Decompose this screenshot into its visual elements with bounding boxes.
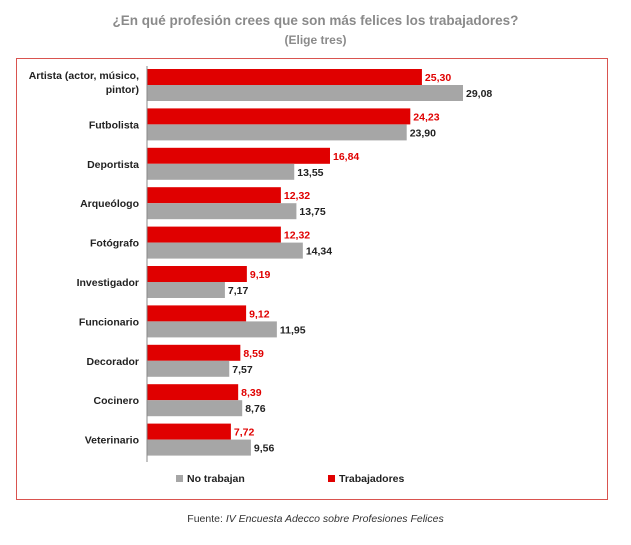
category-label: Fotógrafo [90,238,139,250]
bar-trabajadores [147,423,231,440]
value-label-no-trabajan: 8,76 [245,403,266,415]
category-label: Cocinero [93,395,139,407]
bar-no-trabajan [147,163,295,180]
bar-no-trabajan [147,282,225,298]
category-label: Futbolista [89,119,139,131]
bar-trabajadores [147,226,281,243]
category-label: Arqueólogo [80,198,139,210]
chart-frame [16,58,608,500]
value-label-no-trabajan: 13,75 [299,206,325,218]
value-label-no-trabajan: 7,57 [232,364,253,376]
category-label: Funcionario [79,316,139,328]
category-label: Artista (actor, músico, [29,70,139,82]
legend-swatch-no-trabajan [176,475,183,482]
value-label-trabajadores: 9,19 [250,269,271,281]
bar-no-trabajan [147,124,407,141]
bar-no-trabajan [147,242,303,259]
bar-no-trabajan [147,400,243,417]
value-label-trabajadores: 12,32 [284,190,310,202]
bar-no-trabajan [147,85,464,101]
value-label-trabajadores: 7,72 [234,427,255,439]
value-label-trabajadores: 25,30 [425,72,451,84]
chart-source: Fuente: IV Encuesta Adecco sobre Profesi… [0,513,631,525]
legend-label-trabajadores: Trabajadores [339,473,405,485]
value-label-trabajadores: 12,32 [284,230,310,242]
bar-trabajadores [147,147,330,164]
bar-no-trabajan [147,321,277,338]
bar-no-trabajan [147,439,251,456]
bar-trabajadores [147,187,281,204]
value-label-trabajadores: 16,84 [333,151,359,163]
category-label: Investigador [77,277,139,289]
category-label: Deportista [87,159,139,171]
bar-trabajadores [147,108,411,125]
value-label-trabajadores: 8,39 [241,387,262,399]
bar-trabajadores [147,305,247,322]
bar-no-trabajan [147,203,297,220]
value-label-trabajadores: 8,59 [243,348,264,360]
value-label-trabajadores: 9,12 [249,308,270,320]
value-label-no-trabajan: 9,56 [254,443,275,455]
value-label-no-trabajan: 14,34 [306,246,332,258]
category-label: pintor) [106,84,139,96]
bar-trabajadores [147,344,241,361]
category-label: Veterinario [85,435,139,447]
category-label: Decorador [86,356,139,368]
source-prefix: Fuente: [187,513,226,525]
source-text: IV Encuesta Adecco sobre Profesiones Fel… [225,513,444,525]
bar-trabajadores [147,266,247,282]
bar-no-trabajan [147,360,230,377]
value-label-trabajadores: 24,23 [413,111,439,123]
value-label-no-trabajan: 29,08 [466,88,492,100]
legend-swatch-trabajadores [328,475,335,482]
bar-trabajadores [147,384,239,401]
chart-title: ¿En qué profesión crees que son más feli… [112,13,519,28]
value-label-no-trabajan: 13,55 [297,167,323,179]
bar-trabajadores [147,69,422,85]
legend-label-no-trabajan: No trabajan [187,473,245,485]
value-label-no-trabajan: 7,17 [228,285,249,297]
value-label-no-trabajan: 11,95 [280,324,306,336]
chart-subtitle: (Elige tres) [284,33,347,47]
value-label-no-trabajan: 23,90 [410,127,436,139]
